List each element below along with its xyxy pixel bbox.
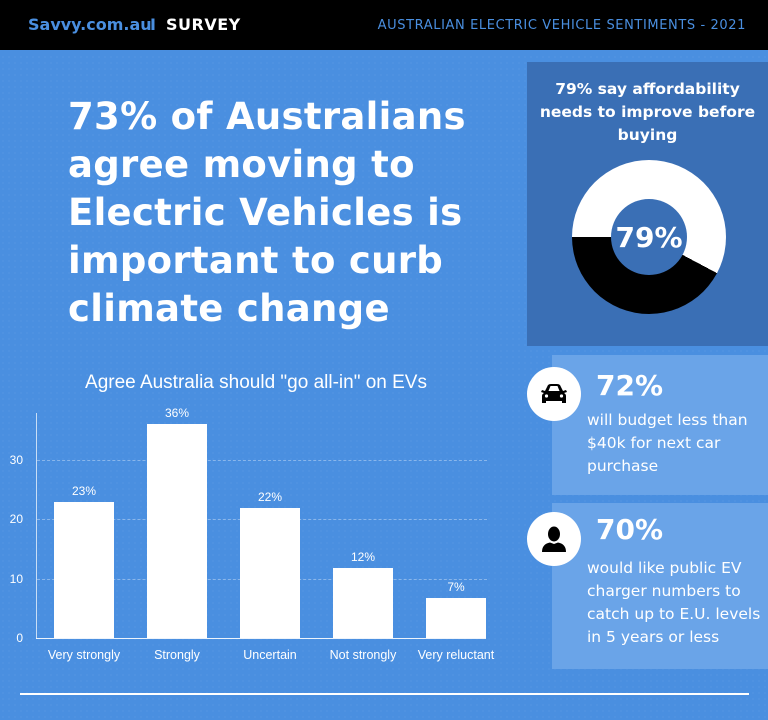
bar-strongly [147, 424, 207, 638]
bar-value-label: 36% [164, 406, 190, 420]
x-axis [36, 638, 486, 639]
headline: 73% of Australians agree moving to Elect… [68, 95, 466, 330]
stat-card-chargers: 70% would like public EV charger numbers… [552, 503, 768, 669]
affordability-text: 79% say affordability needs to improve b… [539, 80, 756, 144]
bottom-divider [20, 693, 749, 695]
bar-value-label: 23% [71, 484, 97, 498]
header-separator: I [150, 15, 156, 34]
y-tick: 10 [9, 572, 23, 586]
section-label: SURVEY [166, 15, 241, 34]
y-tick: 30 [9, 453, 23, 467]
affordability-donut-chart: 79% [572, 160, 726, 314]
category-label: Strongly [154, 648, 200, 662]
category-label: Very reluctant [417, 648, 495, 662]
stat-value: 72% [596, 369, 664, 402]
category-label: Uncertain [243, 648, 297, 662]
y-tick: 0 [16, 631, 23, 645]
car-icon [527, 367, 581, 421]
bar-value-label: 12% [350, 550, 376, 564]
y-axis [36, 413, 37, 639]
affordability-panel: 79% say affordability needs to improve b… [527, 62, 768, 346]
stat-value: 70% [596, 513, 664, 546]
chart-title: Agree Australia should "go all-in" on EV… [85, 372, 427, 393]
stat-description: would like public EV charger numbers to … [587, 559, 761, 646]
bar-very-reluctant [426, 598, 486, 638]
gridline-30 [37, 460, 487, 461]
category-label: Not strongly [329, 648, 397, 662]
category-label: Very strongly [47, 648, 121, 662]
donut-center-value: 79% [611, 199, 687, 275]
bar-very-strongly [54, 502, 114, 638]
y-tick: 20 [9, 512, 23, 526]
person-icon [527, 512, 581, 566]
bar-value-label: 22% [257, 490, 283, 504]
stat-description: will budget less than $40k for next car … [587, 411, 748, 475]
bar-uncertain [240, 508, 300, 638]
top-bar: Savvy.com.au I SURVEY AUSTRALIAN ELECTRI… [0, 0, 768, 52]
stat-card-budget: 72% will budget less than $40k for next … [552, 355, 768, 495]
report-title: AUSTRALIAN ELECTRIC VEHICLE SENTIMENTS -… [377, 18, 746, 33]
brand-logo-text: Savvy.com.au [28, 15, 152, 34]
bar-value-label: 7% [447, 580, 465, 594]
bar-chart: 0 10 20 30 23% Very strongly 36% Strongl… [0, 400, 520, 680]
bar-not-strongly [333, 568, 393, 638]
